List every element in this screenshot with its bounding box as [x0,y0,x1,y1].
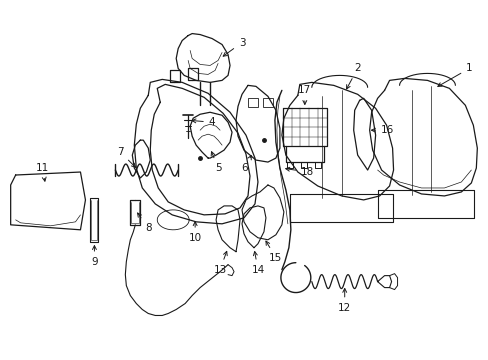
Text: 3: 3 [223,37,245,56]
Text: 5: 5 [211,152,221,173]
Text: 12: 12 [337,288,350,312]
Text: 6: 6 [241,156,251,173]
Bar [247,98,258,107]
Text: 15: 15 [265,241,282,263]
Text: 18: 18 [285,167,314,177]
Text: 14: 14 [251,252,264,275]
Bar [263,98,272,107]
Text: 17: 17 [298,85,311,104]
Text: 8: 8 [137,213,151,233]
Text: 16: 16 [371,125,393,135]
Text: 13: 13 [213,251,227,275]
Text: 11: 11 [36,163,49,181]
Text: 10: 10 [188,222,201,243]
Text: 1: 1 [437,63,472,86]
Text: 7: 7 [117,147,135,167]
Text: 4: 4 [192,117,215,127]
Text: 2: 2 [346,63,360,89]
Text: 9: 9 [91,246,98,267]
